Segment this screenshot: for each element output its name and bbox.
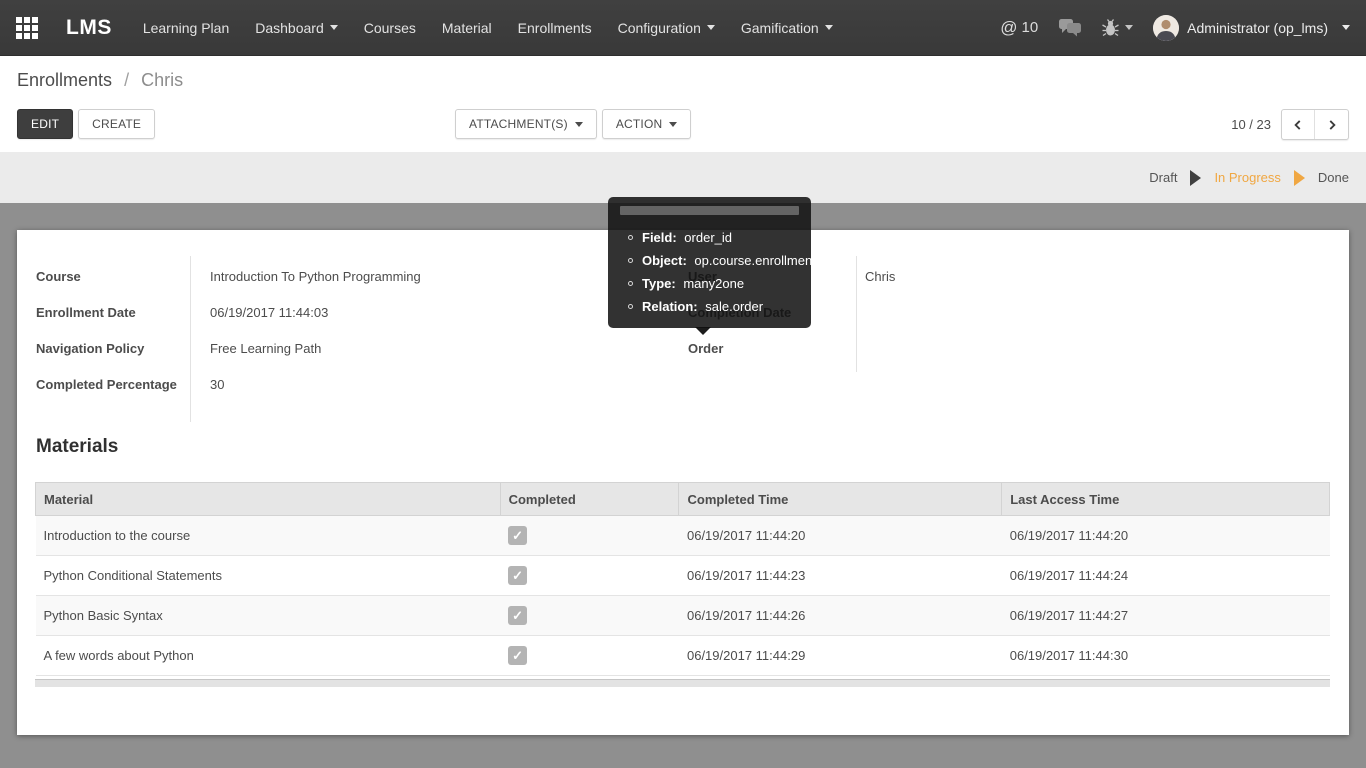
table-row[interactable]: Python Basic Syntax ✓ 06/19/2017 11:44:2… — [35, 595, 1330, 636]
navbar-right: @ 10 — [1000, 14, 1350, 41]
menu-enrollments[interactable]: Enrollments — [517, 19, 592, 36]
completed-checkbox: ✓ — [508, 526, 528, 545]
menu-configuration[interactable]: Configuration — [605, 0, 728, 55]
status-in-progress[interactable]: In Progress — [1214, 170, 1281, 185]
status-arrow-icon — [1190, 169, 1202, 186]
completed-checkbox: ✓ — [508, 646, 528, 665]
caret-down-icon — [1125, 25, 1134, 30]
menu-dashboard[interactable]: Dashboard — [242, 0, 351, 55]
table-row[interactable]: Introduction to the course ✓ 06/19/2017 … — [35, 515, 1330, 556]
field-label-navigation-policy: Navigation Policy — [36, 340, 145, 356]
table-footer — [35, 679, 1330, 687]
tooltip-relation: Relation: sale.order — [620, 295, 799, 318]
at-icon: @ — [1000, 17, 1018, 37]
pager-next-button[interactable] — [1315, 110, 1348, 139]
app-brand[interactable]: LMS — [66, 15, 112, 39]
field-label-course: Course — [36, 268, 81, 284]
bullet-icon — [628, 281, 633, 286]
caret-down-icon — [329, 25, 338, 30]
form-separator — [190, 256, 191, 422]
mention-count: 10 — [1021, 19, 1039, 36]
debug-menu[interactable] — [1102, 18, 1134, 37]
menu-learning-plan[interactable]: Learning Plan — [142, 19, 230, 36]
breadcrumb-enrollments[interactable]: Enrollments — [17, 70, 113, 90]
chevron-right-icon — [1329, 119, 1336, 130]
field-label-enrollment-date: Enrollment Date — [36, 304, 136, 320]
breadcrumb-separator: / — [124, 70, 130, 90]
field-tooltip: Field: order_id Object: op.course.enroll… — [608, 197, 816, 335]
tooltip-title-bar — [620, 206, 799, 215]
field-value-enrollment-date: 06/19/2017 11:44:03 — [210, 304, 329, 320]
pager-previous-button[interactable] — [1282, 110, 1315, 139]
column-header-last-access-time[interactable]: Last Access Time — [1001, 482, 1330, 516]
caret-down-icon — [824, 25, 833, 30]
breadcrumb: Enrollments / Chris — [17, 70, 183, 91]
chevron-left-icon — [1294, 119, 1301, 130]
field-value-course: Introduction To Python Programming — [210, 268, 421, 284]
menu-courses[interactable]: Courses — [363, 19, 416, 36]
bullet-icon — [628, 235, 633, 240]
avatar — [1153, 14, 1180, 41]
breadcrumb-current: Chris — [141, 70, 184, 90]
status-arrow-icon — [1293, 169, 1305, 186]
caret-down-icon — [669, 121, 678, 127]
pager: 10 / 23 — [1231, 109, 1349, 140]
user-name: Administrator (op_lms) — [1187, 19, 1328, 36]
messages-icon[interactable] — [1058, 18, 1082, 37]
bullet-icon — [628, 258, 633, 263]
column-header-completed-time[interactable]: Completed Time — [678, 482, 1003, 516]
tooltip-type: Type: many2one — [620, 272, 799, 295]
pager-value[interactable]: 10 / 23 — [1231, 117, 1271, 132]
user-menu[interactable]: Administrator (op_lms) — [1153, 14, 1350, 41]
column-header-material[interactable]: Material — [35, 482, 501, 516]
field-value-user: Chris — [865, 268, 896, 284]
attachments-dropdown[interactable]: ATTACHMENT(S) — [455, 109, 597, 139]
table-row[interactable]: Python Conditional Statements ✓ 06/19/20… — [35, 555, 1330, 596]
statusbar: Draft In Progress Done — [0, 152, 1366, 203]
caret-down-icon — [574, 121, 583, 127]
bug-icon — [1102, 18, 1119, 36]
top-navbar: LMS Learning Plan Dashboard Courses Mate… — [0, 0, 1366, 56]
menu-gamification[interactable]: Gamification — [728, 0, 846, 55]
caret-down-icon — [1342, 25, 1350, 30]
control-panel: Enrollments / Chris EDIT CREATE ATTACHME… — [0, 56, 1366, 152]
apps-menu-icon[interactable] — [16, 16, 38, 39]
button-row: EDIT CREATE ATTACHMENT(S) ACTION 10 / 23 — [0, 109, 1366, 140]
field-label-order: Order — [688, 340, 724, 356]
completed-checkbox: ✓ — [508, 606, 528, 625]
field-label-completed-percentage: Completed Percentage — [36, 376, 177, 392]
form-group-left: Course Introduction To Python Programmin… — [36, 258, 630, 402]
action-dropdown[interactable]: ACTION — [601, 109, 692, 139]
table-header-row: Material Completed Completed Time Last A… — [35, 482, 1330, 516]
caret-down-icon — [706, 25, 715, 30]
status-done[interactable]: Done — [1317, 170, 1349, 185]
field-value-completed-percentage: 30 — [210, 376, 225, 392]
status-draft[interactable]: Draft — [1149, 170, 1178, 185]
tooltip-object: Object: op.course.enrollment — [620, 249, 816, 272]
form-separator — [856, 256, 857, 372]
column-header-completed[interactable]: Completed — [499, 482, 680, 516]
tooltip-field: Field: order_id — [620, 226, 799, 249]
create-button[interactable]: CREATE — [78, 109, 156, 139]
main-menu: Learning Plan Dashboard Courses Material… — [130, 0, 846, 55]
materials-table: Material Completed Completed Time Last A… — [35, 482, 1330, 676]
materials-heading: Materials — [36, 436, 119, 457]
field-value-navigation-policy: Free Learning Path — [210, 340, 322, 356]
mentions-counter[interactable]: @ 10 — [1000, 18, 1038, 38]
bullet-icon — [628, 304, 633, 309]
completed-checkbox: ✓ — [508, 566, 528, 585]
edit-button[interactable]: EDIT — [17, 109, 74, 139]
table-row[interactable]: A few words about Python ✓ 06/19/2017 11… — [35, 635, 1330, 676]
menu-material[interactable]: Material — [441, 19, 492, 36]
